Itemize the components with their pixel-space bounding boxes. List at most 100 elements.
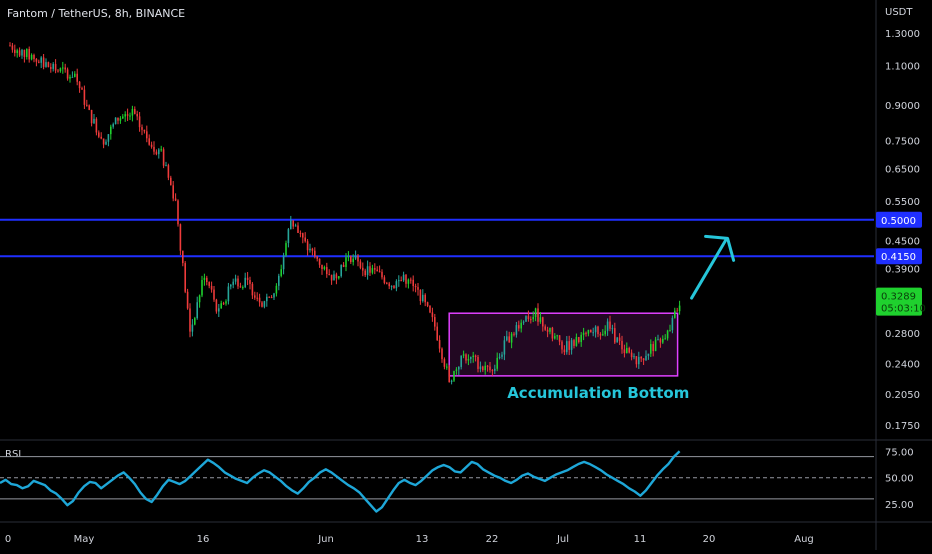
candle-body	[38, 61, 40, 63]
candle-body	[196, 302, 198, 319]
candle-body	[448, 366, 450, 383]
candle-body	[74, 73, 76, 77]
candle-body	[513, 333, 515, 335]
candle-body	[674, 310, 676, 318]
candle-body	[311, 248, 314, 251]
candle-body	[290, 220, 292, 230]
candle-body	[412, 279, 414, 287]
candle-body	[568, 341, 570, 350]
breakout-arrow-head	[704, 234, 736, 262]
candle-body	[146, 131, 148, 139]
candle-body	[563, 349, 566, 353]
candle-body	[256, 297, 258, 299]
candle-body	[537, 308, 539, 322]
price-tick-label: 0.4500	[885, 236, 920, 247]
candle-body	[47, 62, 50, 68]
candle-body	[626, 347, 628, 354]
candle-body	[33, 54, 35, 59]
candle-body	[26, 48, 28, 57]
candle-body	[638, 357, 640, 365]
candle-body	[167, 165, 170, 178]
candle-body	[244, 277, 246, 288]
candle-body	[390, 285, 393, 287]
candle-body	[398, 280, 400, 282]
rsi-tick-label: 50.00	[885, 474, 914, 485]
time-tick-label: 22	[486, 534, 499, 545]
candle-body	[501, 354, 503, 357]
candle-body	[515, 325, 518, 335]
candle-body	[431, 312, 434, 318]
candle-body	[438, 340, 441, 349]
candle-body	[110, 126, 112, 135]
candle-body	[350, 256, 352, 263]
candle-body	[647, 353, 650, 356]
candle-body	[508, 336, 510, 343]
time-tick-label: Aug	[794, 534, 814, 545]
candle-body	[126, 114, 129, 116]
candle-body	[374, 268, 376, 270]
candle-body	[666, 330, 669, 339]
candle-body	[50, 67, 52, 69]
candle-body	[119, 118, 122, 121]
candle-body	[155, 151, 158, 155]
candle-body	[285, 243, 287, 256]
candle-body	[585, 332, 587, 334]
candle-body	[551, 327, 554, 339]
candle-body	[542, 317, 544, 327]
candle-body	[479, 366, 482, 369]
candle-body	[234, 278, 237, 282]
candle-body	[251, 283, 254, 296]
candle-body	[376, 269, 378, 272]
candle-body	[165, 165, 167, 167]
candle-body	[98, 132, 100, 137]
candle-body	[66, 69, 69, 79]
candle-body	[242, 287, 244, 289]
candle-body	[86, 104, 88, 106]
candle-body	[671, 317, 674, 331]
candle-body	[258, 297, 261, 303]
candle-body	[347, 256, 350, 258]
candle-body	[314, 250, 316, 257]
candle-body	[417, 287, 419, 290]
rsi-line	[0, 450, 681, 513]
candle-body	[345, 257, 347, 267]
candle-body	[131, 108, 134, 116]
candle-body	[268, 296, 270, 298]
candle-body	[410, 279, 412, 281]
candle-body	[198, 295, 201, 303]
candle-body	[597, 326, 599, 335]
candle-body	[424, 294, 426, 303]
candle-body	[436, 326, 438, 341]
candle-body	[633, 356, 635, 358]
candle-body	[201, 280, 203, 296]
candle-body	[482, 366, 484, 371]
candle-body	[352, 258, 354, 263]
candle-body	[261, 302, 263, 307]
candle-body	[611, 328, 614, 330]
candle-body	[556, 335, 558, 337]
candle-body	[90, 109, 93, 124]
price-tick-label: 1.1000	[885, 62, 920, 73]
candle-body	[83, 89, 86, 105]
candle-body	[220, 303, 222, 309]
candle-body	[69, 76, 71, 79]
candle-body	[378, 271, 381, 273]
candle-body	[434, 317, 436, 327]
candle-body	[582, 332, 585, 335]
candle-body	[441, 348, 443, 360]
candle-body	[400, 280, 402, 282]
candle-body	[489, 366, 491, 371]
candle-body	[16, 50, 18, 53]
candle-body	[52, 63, 54, 69]
candles-group	[9, 42, 681, 385]
candle-body	[678, 305, 681, 312]
candle-body	[566, 341, 568, 353]
candle-body	[472, 355, 474, 358]
candle-body	[530, 319, 532, 321]
price-tick-label: 0.5500	[885, 197, 920, 208]
candle-body	[237, 278, 239, 287]
candle-body	[122, 116, 124, 119]
candle-body	[203, 277, 206, 281]
